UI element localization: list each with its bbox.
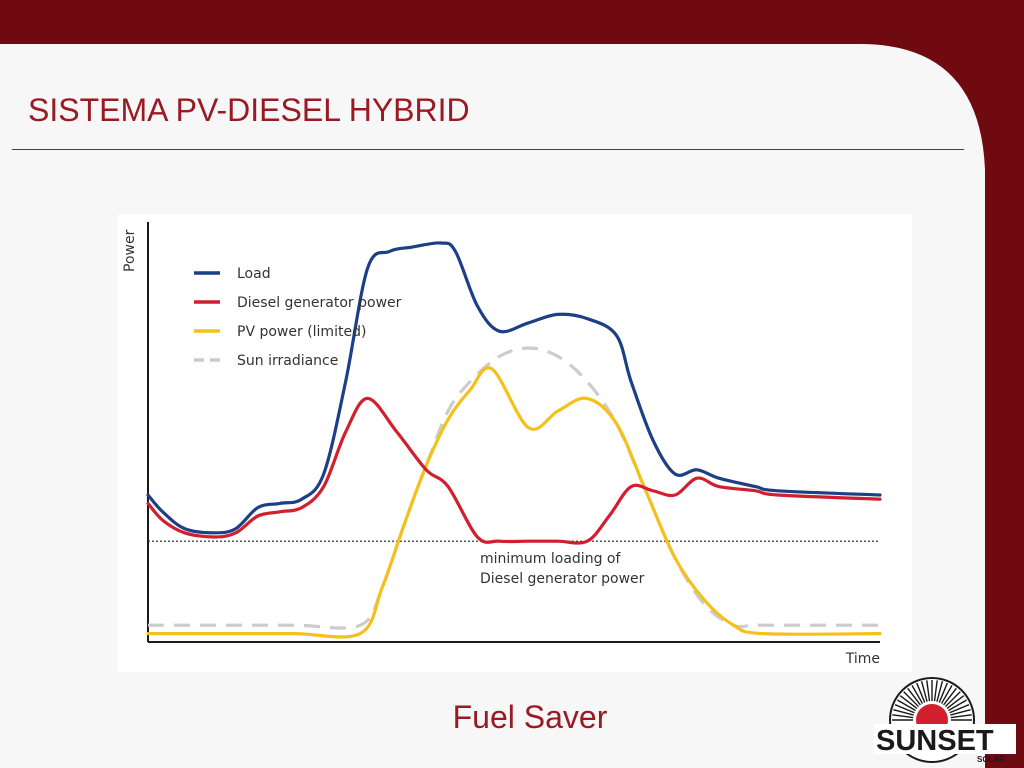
threshold-annotation-line: Diesel generator power [480,571,645,587]
chart-panel: Power Time minimum loading of Diesel genera… [118,214,912,672]
line-chart: Power Time minimum loading of Diesel genera… [122,222,882,667]
series-line-sun-irradiance [148,346,880,630]
slide-title: SISTEMA PV-DIESEL HYBRID [28,92,470,128]
x-axis-label: Time [845,651,880,667]
y-axis-label: Power [122,229,138,272]
sunset-solar-logo: SUNSET SOLAR [874,677,1016,764]
series-line-load [146,241,882,535]
legend-label: Sun irradiance [237,353,338,369]
logo-wordmark: SUNSET [876,725,994,757]
title-divider [12,149,964,150]
legend-label: Load [237,266,271,282]
logo-subtext: SOLAR [977,755,1005,764]
slide-caption: Fuel Saver [452,699,608,735]
legend-label: PV power (limited) [237,324,366,340]
series-line-diesel-generator-power [146,396,882,545]
series-line-pv-power-limited [146,366,882,639]
legend-label: Diesel generator power [237,295,402,311]
threshold-annotation-line: minimum loading of [480,551,621,567]
